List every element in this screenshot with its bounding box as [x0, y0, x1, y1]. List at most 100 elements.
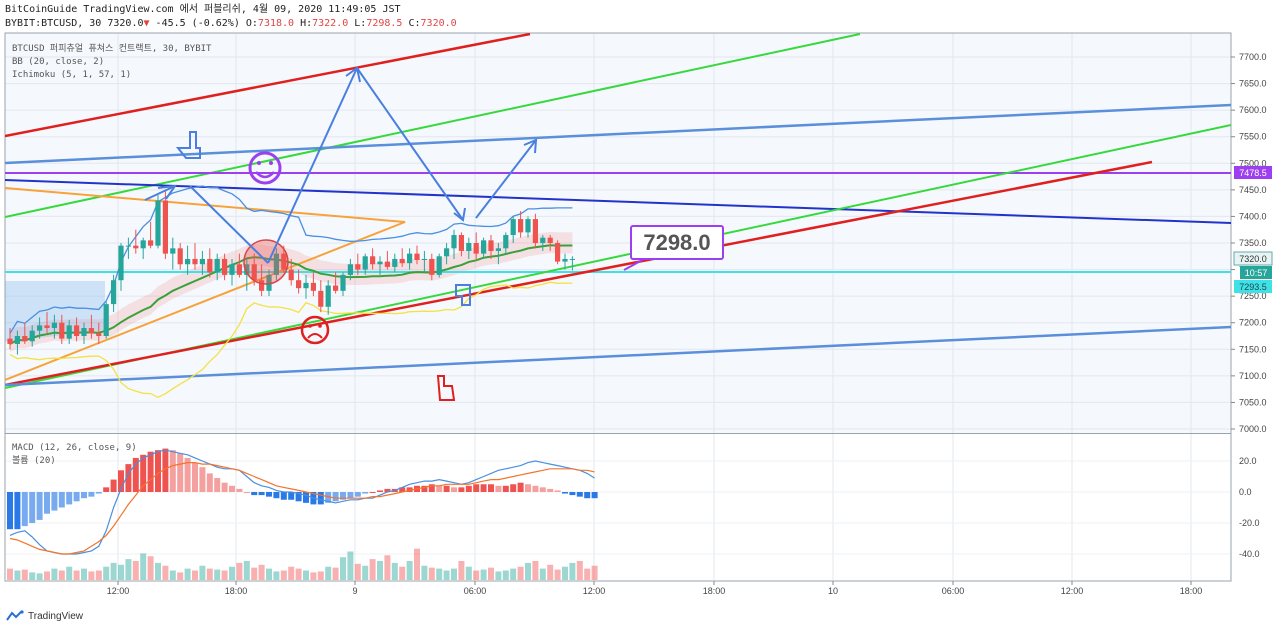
- candle-body: [362, 256, 368, 270]
- volume-bar: [273, 571, 280, 580]
- volume-bar: [21, 569, 28, 580]
- volume-bar: [369, 559, 376, 580]
- volume-bar: [177, 572, 184, 580]
- volume-bar: [7, 568, 13, 580]
- macd-histogram-bar: [44, 492, 50, 514]
- cyan-level-badge: 7293.5: [1234, 280, 1272, 293]
- macd-histogram-bar: [384, 488, 391, 492]
- candle-body: [303, 282, 309, 289]
- candle-body: [192, 258, 198, 265]
- blue-trendline-lower[interactable]: [5, 325, 1231, 387]
- volume-bar: [140, 553, 147, 580]
- candle-body: [259, 280, 265, 291]
- candle-body: [148, 240, 154, 246]
- volume-bar: [184, 568, 191, 580]
- macd-line: [9, 449, 595, 555]
- blue-trendline-upper[interactable]: [5, 103, 1231, 165]
- frown-icon[interactable]: [300, 315, 330, 345]
- candle-body: [510, 219, 516, 236]
- volume-bar: [243, 561, 250, 580]
- candle-body: [407, 253, 413, 264]
- indicator-pane[interactable]: [5, 434, 1231, 580]
- price-tick-label: 7200.0: [1239, 318, 1267, 328]
- macd-histogram-bar: [51, 492, 58, 511]
- time-tick-label: 10: [828, 586, 838, 596]
- candle-body: [59, 322, 65, 339]
- volume-bar: [66, 566, 73, 580]
- price-tick-label: 7700.0: [1239, 52, 1267, 62]
- macd-histogram-bar: [317, 492, 324, 505]
- candle-body: [81, 328, 87, 336]
- pointing-hand-down-icon[interactable]: [455, 284, 471, 306]
- macd-histogram-bar: [221, 482, 228, 492]
- candle-body: [111, 280, 117, 305]
- arrow-segment-3: [267, 67, 358, 264]
- candle-body: [444, 248, 450, 257]
- symbol-ohlc-line: BYBIT:BTCUSD, 30 7320.0▼ -45.5 (-0.62%) …: [5, 18, 457, 29]
- macd-histogram-bar: [465, 485, 472, 492]
- macd-histogram-bar: [340, 492, 346, 500]
- volume-legend: 볼륨 (20): [12, 455, 56, 466]
- time-tick-label: 12:00: [1061, 586, 1084, 596]
- candle-body: [88, 328, 94, 334]
- candle-body: [140, 240, 146, 249]
- callout-box[interactable]: [630, 225, 724, 260]
- arrow-head-5: [523, 138, 538, 154]
- candle-body: [458, 235, 464, 251]
- macd-tick-label: 0.0: [1239, 487, 1252, 497]
- candle-body: [96, 333, 102, 336]
- close-value: 7320.0: [420, 18, 457, 29]
- price-tick-label: 7100.0: [1239, 371, 1267, 381]
- orange-triangle[interactable]: [5, 187, 406, 381]
- macd-legend: MACD (12, 26, close, 9): [12, 443, 137, 453]
- candle-body: [318, 290, 324, 307]
- macd-histogram-bar: [288, 492, 295, 500]
- pointing-hand-icon[interactable]: [175, 131, 201, 159]
- green-trendline-upper[interactable]: [5, 33, 861, 218]
- volume-bars: [7, 548, 598, 580]
- volume-bar: [347, 551, 354, 580]
- macd-histogram-bar: [88, 492, 95, 497]
- price-tick-label: 7650.0: [1239, 79, 1267, 89]
- price-axis[interactable]: 7000.07050.07100.07150.07200.07250.07300…: [1231, 52, 1267, 434]
- footer-brand[interactable]: TradingView: [6, 610, 83, 622]
- macd-histogram-bar: [258, 492, 265, 496]
- arrow-segment-2: [189, 185, 269, 264]
- candle-body: [177, 248, 183, 265]
- time-axis[interactable]: 12:00 18:00 9 06:00 12:00 18:00 10 06:00 12:00 18…: [107, 581, 1203, 596]
- pointing-hand-red-icon[interactable]: [436, 375, 456, 401]
- time-tick-label: 06:00: [942, 586, 965, 596]
- arrow-segment-5: [475, 139, 537, 219]
- candle-body: [51, 322, 57, 329]
- candle-body: [199, 258, 205, 265]
- macd-axis[interactable]: 20.0 0.0 -20.0 -40.0: [1239, 456, 1260, 559]
- candle-body: [7, 338, 13, 344]
- macd-histogram-bar: [488, 484, 494, 492]
- candles[interactable]: [7, 189, 575, 355]
- arrow-drawings[interactable]: [144, 66, 538, 264]
- smiley-icon[interactable]: [248, 151, 282, 185]
- candle-body: [244, 264, 250, 275]
- volume-bar: [36, 573, 43, 580]
- time-left-badge: 10:57: [1240, 266, 1272, 279]
- svg-text:7478.5: 7478.5: [1239, 168, 1267, 178]
- last-price-label: 7320.0: [107, 18, 144, 29]
- candle-body: [421, 258, 427, 261]
- red-trendline-lower[interactable]: [5, 160, 1153, 387]
- volume-bar: [458, 561, 465, 580]
- price-pane[interactable]: [5, 33, 1231, 433]
- macd-histogram-bar: [539, 487, 546, 492]
- candle-body: [133, 245, 139, 249]
- red-trendline-upper[interactable]: [5, 33, 531, 138]
- macd-histogram-bar: [36, 492, 43, 520]
- time-tick-label: 18:00: [703, 586, 726, 596]
- candle-body: [207, 258, 213, 273]
- arrow-head-4: [453, 207, 466, 222]
- macd-histogram-bar: [347, 492, 354, 499]
- candle-body: [547, 237, 553, 243]
- candle-body: [125, 245, 131, 247]
- price-layer: 7298.0: [5, 33, 1231, 401]
- macd-histogram-bar: [273, 492, 280, 499]
- volume-bar: [428, 567, 435, 580]
